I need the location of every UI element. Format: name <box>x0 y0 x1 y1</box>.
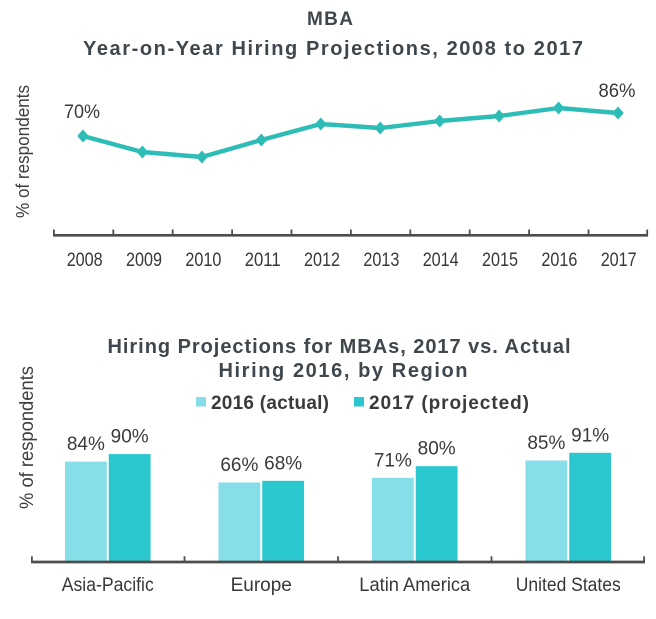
svg-text:Hiring 2016, by Region: Hiring 2016, by Region <box>219 360 468 382</box>
svg-text:Asia-Pacific: Asia-Pacific <box>62 575 154 596</box>
svg-text:2016 (actual): 2016 (actual) <box>211 393 329 414</box>
svg-text:2013: 2013 <box>363 250 399 271</box>
svg-text:2012: 2012 <box>304 250 340 271</box>
svg-text:Europe: Europe <box>231 575 292 596</box>
svg-text:71%: 71% <box>374 450 412 471</box>
svg-text:Hiring Projections for MBAs, 2: Hiring Projections for MBAs, 2017 vs. Ac… <box>108 336 571 358</box>
svg-text:68%: 68% <box>264 453 302 474</box>
svg-text:% of respondents: % of respondents <box>17 366 38 509</box>
svg-text:66%: 66% <box>220 455 258 476</box>
svg-text:2010: 2010 <box>185 250 221 271</box>
svg-text:2015: 2015 <box>482 250 518 271</box>
svg-text:90%: 90% <box>111 427 149 448</box>
svg-text:2016: 2016 <box>541 250 577 271</box>
svg-text:91%: 91% <box>571 425 609 446</box>
svg-text:2011: 2011 <box>245 250 281 271</box>
svg-text:84%: 84% <box>67 434 105 455</box>
svg-text:85%: 85% <box>527 433 565 454</box>
svg-text:2009: 2009 <box>126 250 162 271</box>
svg-text:MBA: MBA <box>307 9 353 30</box>
svg-text:% of respondents: % of respondents <box>13 85 33 218</box>
svg-text:United States: United States <box>516 575 621 596</box>
svg-text:Latin America: Latin America <box>359 575 470 596</box>
svg-text:2017: 2017 <box>601 250 637 271</box>
svg-text:Year-on-Year Hiring Projection: Year-on-Year Hiring Projections, 2008 to… <box>83 38 583 60</box>
svg-text:80%: 80% <box>418 439 456 460</box>
svg-text:2017 (projected): 2017 (projected) <box>369 393 529 414</box>
svg-text:2008: 2008 <box>67 250 103 271</box>
svg-text:2014: 2014 <box>423 250 459 271</box>
svg-text:70%: 70% <box>64 102 100 123</box>
svg-text:86%: 86% <box>599 81 636 102</box>
